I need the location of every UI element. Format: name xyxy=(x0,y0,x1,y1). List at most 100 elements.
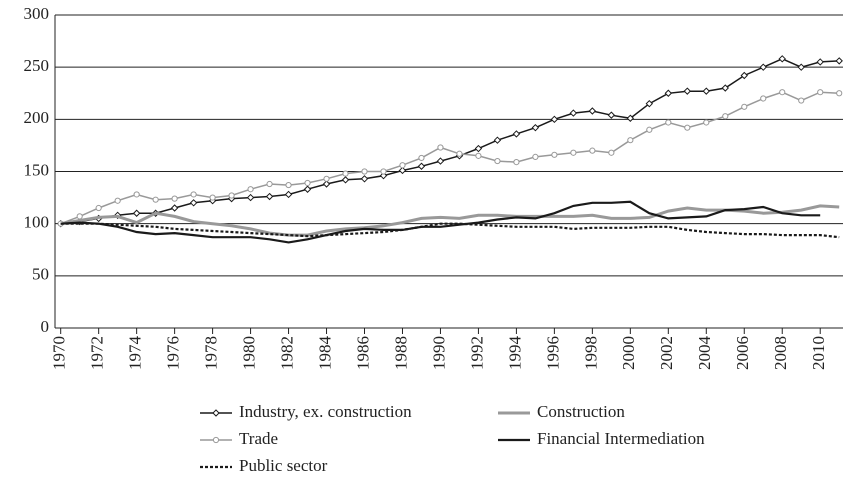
marker xyxy=(798,97,805,104)
x-tick-label: 1980 xyxy=(239,336,258,370)
marker xyxy=(759,63,767,71)
marker xyxy=(190,191,197,198)
marker xyxy=(246,193,255,202)
marker xyxy=(360,175,369,183)
marker xyxy=(474,144,483,153)
marker xyxy=(741,103,748,110)
marker xyxy=(702,87,710,95)
marker xyxy=(322,180,331,188)
marker xyxy=(570,149,577,156)
x-tick-label: 1988 xyxy=(391,336,410,370)
x-tick-label: 1986 xyxy=(353,336,372,370)
marker xyxy=(740,71,748,80)
marker xyxy=(76,213,83,220)
marker xyxy=(170,204,179,212)
marker xyxy=(550,115,559,124)
marker xyxy=(399,162,406,169)
x-tick-label: 1974 xyxy=(126,336,145,371)
x-tick-label: 1994 xyxy=(505,336,524,371)
legend-label: Public sector xyxy=(239,456,328,475)
legend-marker xyxy=(212,409,220,417)
marker xyxy=(266,180,273,188)
marker xyxy=(588,107,597,115)
marker xyxy=(265,192,274,201)
marker xyxy=(684,124,691,131)
marker xyxy=(683,87,692,95)
marker xyxy=(247,186,254,193)
marker xyxy=(456,150,463,157)
marker xyxy=(532,153,539,160)
marker xyxy=(551,151,558,158)
y-tick-label: 150 xyxy=(24,160,50,179)
y-tick-label: 250 xyxy=(24,56,50,75)
x-tick-label: 2000 xyxy=(619,336,638,370)
legend-label: Trade xyxy=(239,429,278,448)
x-tick-label: 1990 xyxy=(429,336,448,370)
marker xyxy=(721,84,729,92)
marker xyxy=(152,196,159,203)
marker xyxy=(778,55,786,63)
marker xyxy=(418,154,425,162)
x-tick-label: 2008 xyxy=(771,336,790,370)
marker xyxy=(797,63,805,71)
marker xyxy=(494,157,501,165)
marker xyxy=(626,114,635,122)
marker xyxy=(665,119,672,126)
marker xyxy=(760,95,767,102)
marker xyxy=(95,204,102,212)
x-tick-label: 1996 xyxy=(543,336,562,370)
x-tick-label: 1976 xyxy=(164,336,183,370)
marker xyxy=(531,123,540,132)
marker xyxy=(133,191,140,198)
x-tick-label: 2002 xyxy=(657,336,676,370)
marker xyxy=(437,144,444,151)
x-tick-label: 1972 xyxy=(88,336,107,370)
y-tick-label: 50 xyxy=(32,265,49,284)
marker xyxy=(513,159,520,166)
marker xyxy=(646,126,653,133)
marker xyxy=(342,170,349,177)
series-line xyxy=(60,91,840,225)
x-tick-label: 2004 xyxy=(695,336,714,371)
marker xyxy=(285,181,292,189)
marker xyxy=(228,192,235,199)
marker xyxy=(512,130,521,138)
x-tick-label: 2006 xyxy=(733,336,752,370)
x-tick-label: 1992 xyxy=(467,336,486,370)
y-tick-label: 200 xyxy=(24,108,50,127)
marker xyxy=(835,57,843,65)
y-tick-label: 0 xyxy=(41,317,50,336)
marker xyxy=(171,195,178,202)
series-line xyxy=(60,204,840,237)
y-tick-label: 100 xyxy=(24,213,50,232)
marker xyxy=(816,58,824,66)
marker xyxy=(398,166,407,175)
marker xyxy=(475,152,482,159)
marker xyxy=(607,111,616,119)
marker xyxy=(703,119,710,126)
marker xyxy=(779,89,786,96)
legend-label: Financial Intermediation xyxy=(537,429,705,448)
x-tick-label: 1998 xyxy=(581,336,600,370)
marker xyxy=(493,136,502,144)
marker xyxy=(284,190,293,199)
marker xyxy=(361,168,368,175)
marker xyxy=(380,168,387,175)
marker xyxy=(817,89,824,96)
series-line xyxy=(60,222,840,239)
marker xyxy=(836,90,843,97)
legend-label: Industry, ex. construction xyxy=(239,402,412,421)
marker xyxy=(189,199,198,207)
marker xyxy=(589,147,596,154)
marker xyxy=(722,113,729,120)
series-line xyxy=(60,200,821,244)
marker xyxy=(627,137,634,144)
marker xyxy=(209,194,216,201)
marker xyxy=(608,149,615,156)
legend-marker xyxy=(212,436,220,444)
marker xyxy=(114,197,121,204)
marker xyxy=(645,99,654,108)
y-tick-label: 300 xyxy=(24,4,50,23)
marker xyxy=(304,179,311,187)
